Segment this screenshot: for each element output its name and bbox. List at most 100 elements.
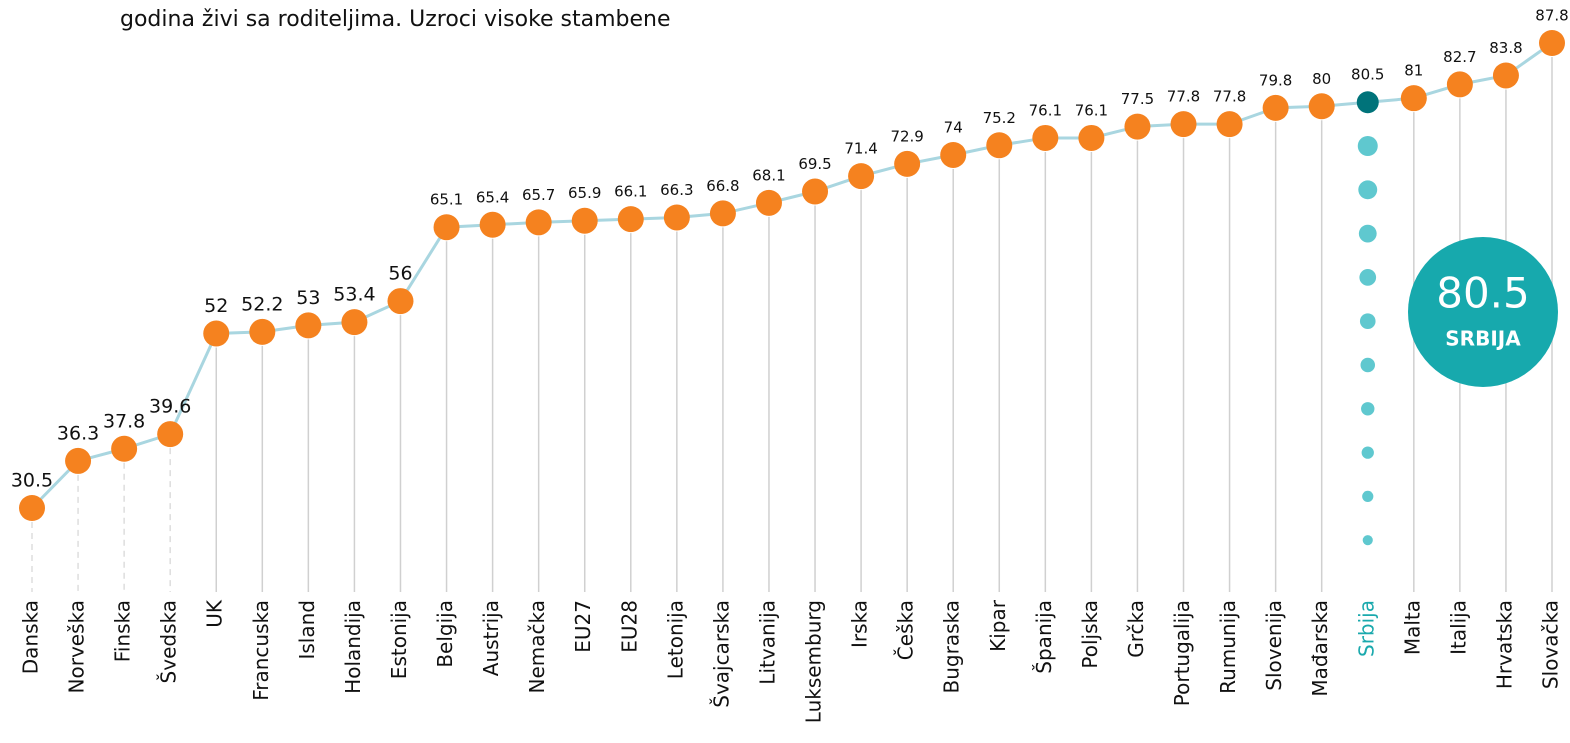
point	[1078, 124, 1105, 151]
value-label: 80	[1312, 70, 1331, 88]
x-tick-label: Nemačka	[525, 600, 549, 694]
point	[1539, 30, 1565, 56]
point	[571, 207, 598, 234]
highlight-dot	[1361, 402, 1375, 416]
value-label: 72.9	[890, 127, 923, 145]
highlight-label: SRBIJA	[1445, 327, 1521, 351]
x-tick-label: Island	[295, 600, 319, 660]
value-label: 65.1	[430, 191, 463, 209]
point	[848, 163, 875, 190]
point	[249, 318, 276, 345]
x-tick-label: Rumunija	[1216, 600, 1240, 694]
text-fragment: godina živi sa roditeljima. Uzroci visok…	[120, 7, 671, 32]
point	[525, 209, 552, 236]
value-label: 65.4	[476, 188, 509, 206]
point	[1400, 85, 1427, 112]
x-tick-label: Srbija	[1354, 600, 1378, 657]
x-tick-label: Litvanija	[755, 600, 779, 685]
highlight-badge	[1408, 237, 1558, 387]
value-label: 53.4	[333, 284, 375, 306]
value-label: 37.8	[103, 410, 145, 432]
x-tick-label: Holandija	[341, 600, 365, 694]
value-label: 66.8	[706, 177, 739, 195]
x-tick-label: Grčka	[1124, 600, 1148, 658]
point	[802, 178, 829, 205]
value-label: 83.8	[1489, 39, 1522, 57]
highlight-dot	[1361, 446, 1374, 459]
point	[1032, 124, 1059, 151]
x-tick-label: Slovačka	[1539, 600, 1563, 689]
value-label: 69.5	[798, 155, 831, 173]
value-label: 75.2	[983, 109, 1016, 127]
point	[341, 309, 368, 336]
x-tick-label: EU28	[617, 600, 641, 653]
x-tick-label: Švedska	[157, 600, 181, 683]
value-label: 77.8	[1167, 88, 1200, 106]
value-label: 52	[204, 295, 228, 317]
value-label: 66.1	[614, 183, 647, 201]
value-label: 79.8	[1259, 71, 1292, 89]
value-label: 53	[296, 287, 320, 309]
x-tick-label: Luksemburg	[802, 600, 826, 723]
point	[1262, 94, 1289, 121]
x-tick-label: Španija	[1032, 600, 1056, 674]
value-label: 80.5	[1351, 66, 1384, 84]
point	[111, 435, 138, 462]
highlight-dot	[1359, 313, 1376, 330]
x-tick-label: Finska	[111, 600, 135, 662]
value-label: 76.1	[1029, 101, 1062, 119]
point	[387, 288, 414, 315]
x-tick-label: Letonija	[663, 600, 687, 679]
x-tick-label: Slovenija	[1262, 600, 1286, 691]
value-label: 66.3	[660, 181, 693, 199]
x-tick-label: Estonija	[387, 600, 411, 679]
x-tick-label: Irska	[848, 600, 872, 648]
x-tick-label: Švajcarska	[709, 600, 733, 708]
x-tick-label: Austrija	[479, 600, 503, 676]
point	[709, 200, 736, 227]
point	[1308, 93, 1335, 120]
x-tick-label: Češka	[894, 600, 918, 660]
value-label: 56	[388, 263, 412, 285]
x-tick-label: Poljska	[1078, 600, 1102, 669]
value-label: 76.1	[1075, 101, 1108, 119]
point	[986, 132, 1013, 159]
series-line	[30, 41, 1553, 510]
value-label: 81	[1404, 62, 1423, 80]
value-label: 52.2	[241, 293, 283, 315]
x-tick-label: Norveška	[65, 600, 89, 693]
value-label: 39.6	[149, 396, 191, 418]
highlight-value: 80.5	[1436, 269, 1530, 318]
x-tick-label: UK	[203, 599, 227, 628]
value-label: 77.5	[1121, 90, 1154, 108]
value-label: 74	[944, 118, 963, 136]
point	[1356, 91, 1379, 114]
highlight-dot	[1358, 180, 1378, 200]
x-tick-label: EU27	[571, 600, 595, 653]
value-label: 68.1	[752, 166, 785, 184]
point	[1216, 111, 1243, 138]
highlight-dot	[1359, 269, 1377, 286]
point	[663, 204, 690, 231]
highlight-dot	[1362, 535, 1373, 546]
value-label: 65.7	[522, 186, 555, 204]
point	[433, 214, 460, 241]
point	[19, 495, 45, 521]
value-label: 71.4	[844, 140, 877, 158]
point	[203, 320, 230, 347]
x-tick-label: Hrvatska	[1492, 600, 1516, 689]
x-tick-label: Danska	[19, 600, 43, 674]
point	[1446, 71, 1473, 98]
x-tick-label: Malta	[1400, 600, 1424, 655]
value-label: 65.9	[568, 184, 601, 202]
point	[1170, 111, 1197, 138]
point	[295, 312, 322, 339]
highlight-dot	[1358, 224, 1377, 243]
point	[157, 421, 184, 448]
x-tick-label: Italija	[1446, 600, 1470, 655]
x-tick-label: Belgija	[433, 600, 457, 668]
point	[755, 189, 782, 216]
point	[65, 447, 92, 474]
value-label: 36.3	[57, 422, 99, 444]
